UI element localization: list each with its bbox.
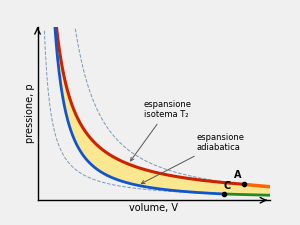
Text: compressione
isotema T₁: compressione isotema T₁ bbox=[0, 224, 1, 225]
Text: C: C bbox=[224, 181, 231, 191]
Text: espansione
isotema T₂: espansione isotema T₂ bbox=[130, 100, 192, 161]
Y-axis label: pressione, p: pressione, p bbox=[25, 84, 35, 144]
Text: A: A bbox=[234, 170, 242, 180]
X-axis label: volume, V: volume, V bbox=[129, 203, 178, 213]
Polygon shape bbox=[244, 184, 300, 200]
Text: compressione
adiabatica: compressione adiabatica bbox=[0, 224, 1, 225]
Polygon shape bbox=[52, 0, 300, 200]
Text: espansione
adiabatica: espansione adiabatica bbox=[141, 133, 245, 184]
